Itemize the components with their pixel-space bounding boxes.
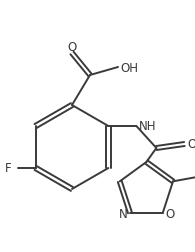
Text: F: F (5, 162, 12, 175)
Text: NH: NH (139, 119, 156, 132)
Text: N: N (119, 207, 127, 220)
Text: O: O (165, 207, 175, 220)
Text: O: O (188, 138, 195, 151)
Text: OH: OH (120, 61, 138, 74)
Text: O: O (67, 40, 77, 53)
